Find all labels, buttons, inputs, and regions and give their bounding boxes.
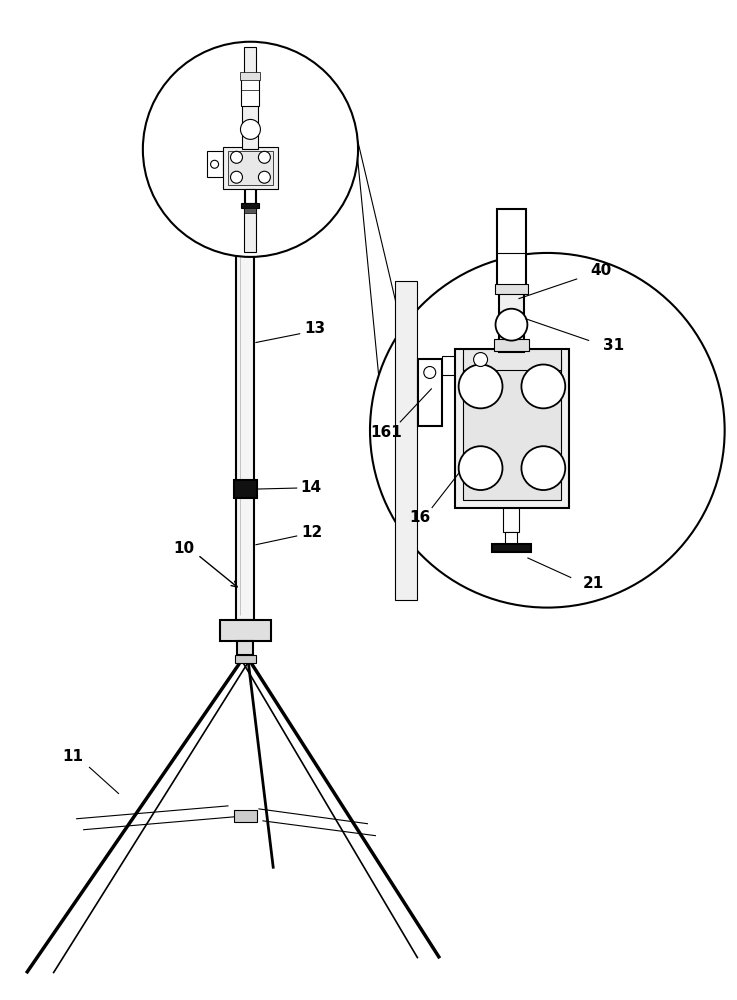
Circle shape (231, 171, 242, 183)
Text: 11: 11 (63, 749, 83, 764)
Bar (242, 75, 259, 106)
Text: 13: 13 (304, 321, 326, 336)
Bar (234, 810, 257, 822)
Text: 14: 14 (301, 480, 322, 495)
Text: 40: 40 (590, 263, 612, 278)
Text: 21: 21 (582, 576, 604, 591)
Circle shape (240, 119, 260, 139)
Text: 12: 12 (301, 525, 323, 540)
Bar (395, 281, 417, 600)
Text: 31: 31 (603, 338, 624, 353)
Bar (234, 655, 256, 663)
Circle shape (259, 171, 270, 183)
Bar (495, 284, 528, 294)
Circle shape (495, 309, 528, 341)
Bar (220, 620, 271, 641)
Circle shape (143, 42, 358, 257)
Bar (228, 151, 273, 185)
Bar (237, 52, 254, 620)
Bar (242, 105, 259, 149)
Circle shape (259, 151, 270, 163)
Bar (463, 357, 562, 500)
Circle shape (474, 353, 488, 367)
Bar (455, 349, 569, 508)
Text: 10: 10 (173, 541, 195, 556)
Bar (463, 349, 562, 370)
Bar (498, 287, 525, 352)
Circle shape (521, 446, 565, 490)
Bar (234, 480, 257, 498)
Bar (497, 209, 526, 289)
Bar (245, 47, 256, 252)
Circle shape (521, 365, 565, 408)
Bar (245, 208, 256, 213)
Bar (206, 151, 223, 177)
Bar (242, 203, 259, 208)
Bar (418, 359, 441, 426)
Circle shape (370, 253, 724, 608)
Bar (223, 147, 279, 189)
Circle shape (458, 365, 503, 408)
Bar (245, 189, 256, 203)
Circle shape (458, 446, 503, 490)
Bar (494, 339, 529, 351)
Circle shape (424, 367, 436, 378)
Bar (237, 641, 254, 655)
Bar (492, 544, 531, 552)
Circle shape (211, 160, 219, 168)
Text: 16: 16 (409, 510, 430, 525)
Bar (503, 508, 520, 532)
Text: 161: 161 (370, 425, 402, 440)
Bar (506, 532, 517, 544)
Bar (441, 356, 460, 375)
Circle shape (231, 151, 242, 163)
Bar (240, 72, 260, 80)
